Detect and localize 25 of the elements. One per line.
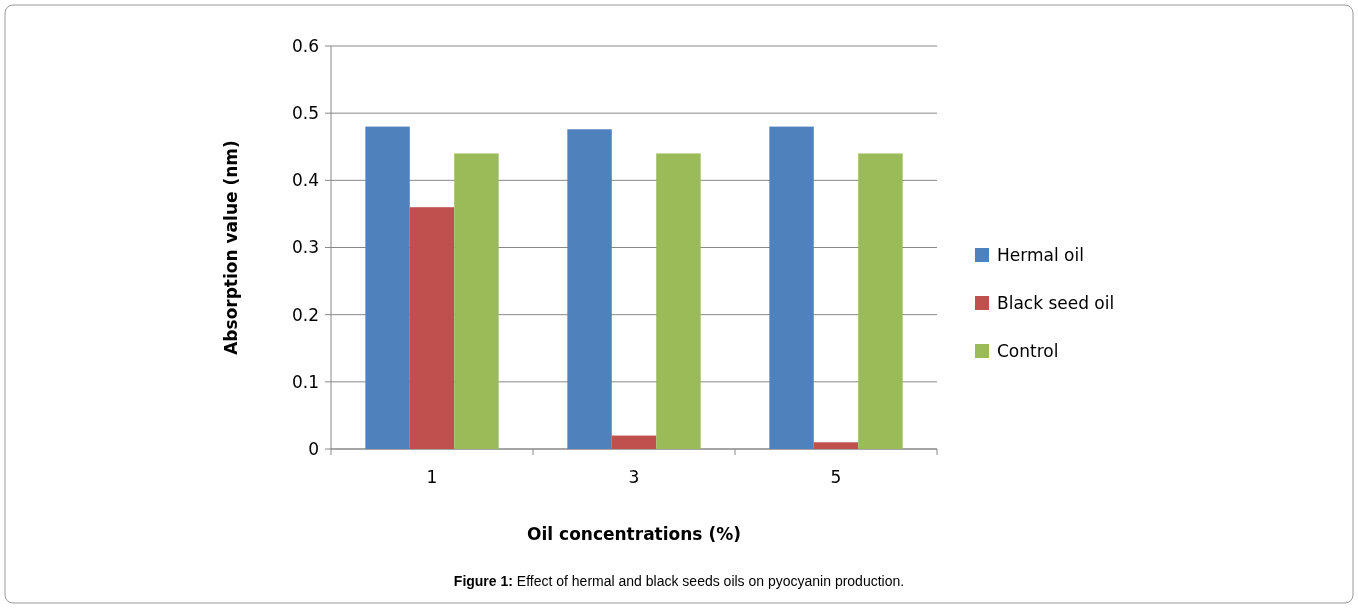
x-axis-title: Oil concentrations (%) — [527, 524, 741, 544]
bar — [454, 153, 499, 449]
y-tick-label: 0.5 — [291, 103, 319, 124]
y-tick-label: 0.6 — [291, 35, 319, 56]
y-tick-label: 0.4 — [291, 170, 319, 191]
y-tick-label: 0.1 — [291, 371, 319, 392]
bar — [567, 129, 612, 449]
legend-label: Hermal oil — [997, 244, 1084, 265]
x-tick-label: 5 — [830, 467, 842, 487]
y-tick-label: 0.3 — [291, 237, 319, 258]
bar — [611, 435, 657, 449]
legend-label: Control — [997, 340, 1059, 361]
caption: Figure 1: Effect of hermal and black seeds oils on pyocyanin production. — [453, 573, 905, 589]
y-axis-title: Absorption value (nm) — [221, 140, 241, 355]
x-tick-label: 1 — [426, 467, 438, 487]
bar — [656, 153, 701, 449]
bar — [858, 153, 903, 449]
bar — [409, 207, 455, 449]
bar — [813, 442, 859, 449]
x-tick-label: 3 — [628, 467, 640, 487]
y-tick-label: 0 — [308, 438, 319, 459]
legend-label: Black seed oil — [997, 292, 1115, 313]
bar — [769, 126, 814, 449]
y-tick-label: 0.2 — [291, 304, 319, 325]
bar — [365, 126, 410, 449]
